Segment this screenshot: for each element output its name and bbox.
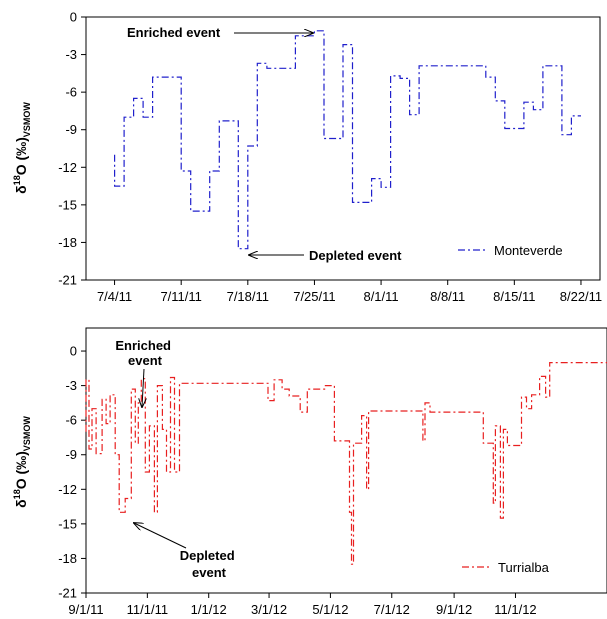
annotation-depleted-event: Depleted event xyxy=(309,248,402,263)
legend-label-turrialba: Turrialba xyxy=(498,560,550,575)
x-tick-label: 8/15/11 xyxy=(493,289,535,304)
y-tick-label: -9 xyxy=(65,122,77,137)
y-axis: 0 -3 -6 -9 -12 -15 -18 -21 xyxy=(58,10,86,288)
y-tick-label: -3 xyxy=(65,47,77,62)
turrialba-chart: 0 -3 -6 -9 -12 -15 -18 -21 9/1/11 11/1/11 1/1/12 3… xyxy=(12,327,607,617)
series-line-0 xyxy=(85,362,607,565)
x-tick-label: 11/1/11 xyxy=(127,602,168,617)
y-tick-label: -12 xyxy=(58,160,77,175)
monteverde-chart: 0 -3 -6 -9 -12 -15 -18 -21 7/4/11 7/11/11 7/18/11… xyxy=(12,10,602,305)
x-tick-label: 8/1/11 xyxy=(363,289,398,304)
x-tick-label: 11/1/12 xyxy=(494,602,536,617)
y-axis: 0 -3 -6 -9 -12 -15 -18 -21 xyxy=(58,344,86,601)
y-axis-label: δ18O (‰)VSMOW xyxy=(12,102,32,194)
x-tick-label: 9/1/12 xyxy=(436,602,472,617)
annotation-enriched-event-line2: event xyxy=(128,353,163,368)
arrow-depleted-event xyxy=(134,523,187,549)
x-tick-label: 9/1/11 xyxy=(68,602,103,617)
y-tick-label: -9 xyxy=(65,447,77,462)
arrow-enriched-event xyxy=(142,368,144,407)
y-tick-label: -3 xyxy=(65,378,77,393)
x-tick-label: 7/18/11 xyxy=(227,289,269,304)
plot-frame xyxy=(85,327,607,594)
y-tick-label: 0 xyxy=(70,344,77,359)
annotation-depleted-event: Depleted event xyxy=(180,548,239,580)
series-turrialba xyxy=(85,362,607,565)
y-tick-label: -21 xyxy=(58,273,77,288)
x-tick-label: 7/11/11 xyxy=(160,289,201,304)
annotation-depleted-event-line2: event xyxy=(192,565,227,580)
x-tick-label: 1/1/12 xyxy=(191,602,227,617)
y-tick-label: -15 xyxy=(58,516,77,531)
legend-label-monteverde: Monteverde xyxy=(494,243,563,258)
y-tick-label: -15 xyxy=(58,197,77,212)
y-tick-label: -21 xyxy=(58,586,77,601)
annotation-depleted-event-line1: Depleted xyxy=(180,548,235,563)
x-tick-label: 7/4/11 xyxy=(97,289,132,304)
annotation-enriched-event-line1: Enriched xyxy=(115,338,171,353)
y-tick-label: -18 xyxy=(58,551,77,566)
x-tick-label: 5/1/12 xyxy=(312,602,348,617)
x-tick-label: 7/1/12 xyxy=(374,602,410,617)
x-axis: 9/1/11 11/1/11 1/1/12 3/1/12 5/1/12 7/1/12 9/1… xyxy=(68,593,537,617)
y-tick-label: 0 xyxy=(70,10,77,25)
x-tick-label: 8/22/11 xyxy=(560,289,602,304)
series-line-0 xyxy=(113,30,581,250)
annotation-enriched-event: Enriched event xyxy=(127,25,221,40)
y-axis-label: δ18O (‰)VSMOW xyxy=(12,416,32,508)
y-tick-label: -6 xyxy=(65,85,77,100)
x-tick-label: 3/1/12 xyxy=(251,602,287,617)
y-tick-label: -6 xyxy=(65,413,77,428)
y-tick-label: -12 xyxy=(58,482,77,497)
x-axis: 7/4/11 7/11/11 7/18/11 7/25/11 8/1/11 8/8/11 8… xyxy=(97,280,602,304)
y-tick-label: -18 xyxy=(58,235,77,250)
x-tick-label: 7/25/11 xyxy=(293,289,335,304)
annotation-enriched-event: Enriched event xyxy=(115,338,174,368)
series-monteverde xyxy=(113,30,581,250)
plot-frame xyxy=(85,16,601,281)
x-tick-label: 8/8/11 xyxy=(430,289,465,304)
